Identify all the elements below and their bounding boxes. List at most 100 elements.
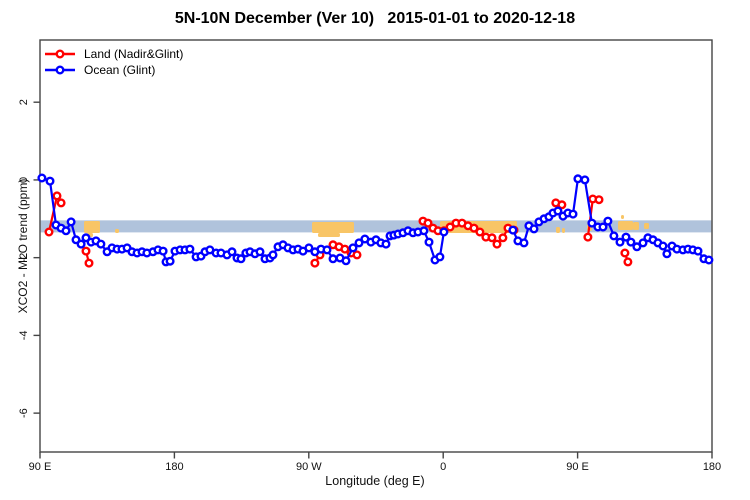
data-point [439, 227, 449, 237]
data-point [322, 245, 332, 255]
data-point [44, 227, 54, 237]
data-point [37, 173, 47, 183]
data-point [185, 244, 195, 254]
data-point [341, 256, 351, 266]
legend-marker [45, 65, 75, 75]
data-point [381, 239, 391, 249]
data-point [268, 250, 278, 260]
data-point [56, 198, 66, 208]
legend-item-0: Land (Nadir&Glint) [44, 46, 183, 62]
y-tick-label: -4 [18, 331, 30, 341]
data-point [615, 237, 625, 247]
legend-item-1: Ocean (Glint) [44, 62, 183, 78]
data-point [96, 239, 106, 249]
data-point [227, 247, 237, 257]
legend: Land (Nadir&Glint) Ocean (Glint) [44, 46, 183, 78]
data-point [487, 233, 497, 243]
land-patch [633, 222, 639, 230]
series-ocean [37, 173, 714, 267]
legend-label: Land (Nadir&Glint) [84, 47, 184, 61]
data-point [609, 231, 619, 241]
series-line [41, 176, 445, 263]
chart-title: 5N-10N December (Ver 10) 2015-01-01 to 2… [174, 10, 576, 27]
data-point [598, 222, 608, 232]
plot-box [39, 39, 713, 453]
land-patch [84, 221, 100, 233]
data-point [587, 218, 597, 228]
data-point [583, 232, 593, 242]
data-point [594, 195, 604, 205]
legend-label: Ocean (Glint) [84, 63, 156, 77]
x-tick-label: 90 E [29, 461, 52, 473]
data-point [623, 257, 633, 267]
y-axis-label: XCO2 - MLO trend (ppm) [16, 178, 30, 314]
data-point [423, 218, 433, 228]
data-point [61, 226, 71, 236]
data-point [621, 232, 631, 242]
data-point [419, 226, 429, 236]
data-point [704, 255, 714, 265]
data-point [76, 239, 86, 249]
data-point [445, 222, 455, 232]
data-point [340, 244, 350, 254]
data-point [568, 209, 578, 219]
land-patch [618, 221, 633, 230]
data-point [519, 238, 529, 248]
data-point [557, 200, 567, 210]
data-point [158, 246, 168, 256]
land-patch [115, 229, 119, 233]
x-tick-label: 90 E [566, 461, 589, 473]
data-point [354, 238, 364, 248]
data-point [165, 256, 175, 266]
land-patch [562, 228, 565, 233]
land-patch [621, 215, 624, 219]
data-point [658, 241, 668, 251]
data-point [662, 249, 672, 259]
data-point [328, 254, 338, 264]
reference-band [40, 220, 712, 233]
data-point [255, 247, 265, 257]
data-point [626, 237, 636, 247]
data-point [573, 174, 583, 184]
land-patch [644, 223, 649, 229]
data-point [352, 250, 362, 260]
data-point [348, 243, 358, 253]
data-point [620, 248, 630, 258]
data-point [310, 258, 320, 268]
data-point [52, 191, 62, 201]
data-point [469, 223, 479, 233]
x-tick-label: 180 [703, 461, 721, 473]
data-point [435, 252, 445, 262]
data-point [66, 217, 76, 227]
x-tick-label: 0 [440, 461, 446, 473]
y-tick-label: -2 [18, 253, 30, 263]
data-point [638, 238, 648, 248]
data-point [693, 246, 703, 256]
data-point [498, 233, 508, 243]
x-axis-label: Longitude (deg E) [325, 474, 425, 488]
y-tick-label: -6 [18, 408, 30, 418]
data-point [45, 176, 55, 186]
data-point [553, 206, 563, 216]
data-point [632, 242, 642, 252]
data-point [508, 225, 518, 235]
data-point [603, 216, 613, 226]
y-tick-label: 0 [18, 177, 30, 183]
data-point [304, 243, 314, 253]
land-patch [318, 233, 340, 237]
data-point [580, 175, 590, 185]
data-point [84, 258, 94, 268]
data-point [475, 227, 485, 237]
data-point [424, 237, 434, 247]
x-tick-label: 90 W [296, 461, 322, 473]
data-point [529, 224, 539, 234]
land-patch [556, 227, 560, 233]
data-point [236, 254, 246, 264]
legend-marker [45, 49, 75, 59]
data-point [81, 246, 91, 256]
land-patch [312, 222, 354, 233]
x-tick-label: 180 [165, 461, 183, 473]
data-point [492, 239, 502, 249]
